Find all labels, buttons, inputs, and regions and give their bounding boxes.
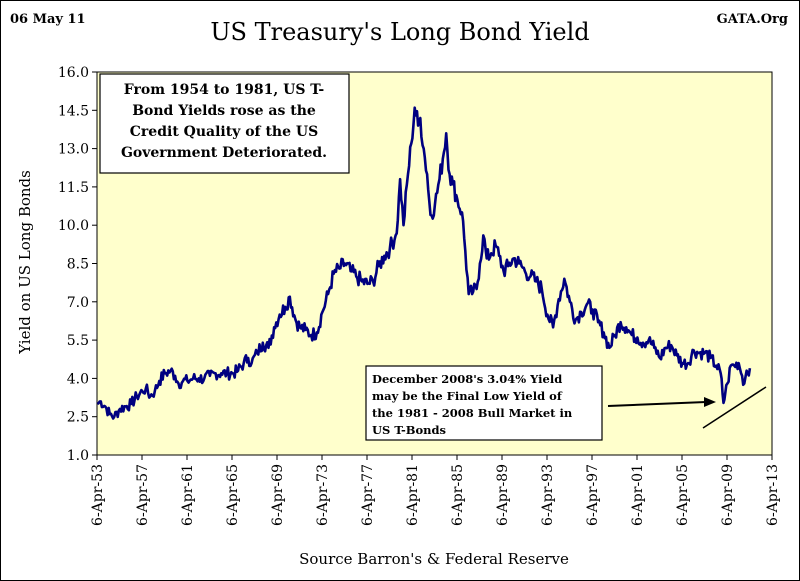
y-tick-label: 5.5 [67, 333, 89, 349]
brand-label: GATA.Org [717, 12, 788, 27]
x-tick-label: 6-Apr-53 [90, 464, 106, 526]
annotation-top-line-3: Credit Quality of the US [130, 124, 318, 140]
x-tick-label: 6-Apr-01 [630, 464, 646, 526]
x-tick-label: 6-Apr-61 [180, 464, 196, 526]
date-stamp: 06 May 11 [10, 12, 86, 27]
y-tick-label: 2.5 [67, 410, 89, 426]
x-tick-label: 6-Apr-73 [315, 464, 331, 526]
x-tick-label: 6-Apr-97 [585, 464, 601, 526]
x-tick-label: 6-Apr-69 [270, 464, 286, 526]
x-tick-label: 6-Apr-81 [405, 464, 421, 526]
x-tick-label: 6-Apr-93 [540, 464, 556, 526]
annotation-callout-top: From 1954 to 1981, US T- Bond Yields ros… [99, 73, 350, 174]
annotation-bottom-line-4: US T-Bonds [372, 423, 446, 437]
y-tick-label: 4.0 [67, 371, 89, 387]
y-tick-label: 10.0 [58, 218, 89, 234]
annotation-bottom-line-1: December 2008's 3.04% Yield [372, 372, 562, 386]
annotation-arrow-head [704, 397, 716, 407]
annotation-bottom-line-3: the 1981 - 2008 Bull Market in [372, 406, 573, 420]
y-tick-label: 7.0 [67, 295, 89, 311]
yield-series-line [96, 106, 752, 420]
support-trend-line [702, 386, 767, 429]
y-tick-label: 14.5 [58, 103, 89, 119]
x-tick-label: 6-Apr-65 [225, 464, 241, 526]
annotation-top-line-1: From 1954 to 1981, US T- [124, 82, 325, 98]
annotation-arrow [607, 401, 707, 407]
y-tick-label: 16.0 [58, 65, 89, 81]
annotation-box-bottom [365, 365, 603, 441]
x-tick-label: 6-Apr-85 [450, 464, 466, 526]
annotation-bottom-line-2: may be the Final Low Yield of [372, 389, 563, 403]
y-tick-label: 13.0 [58, 142, 89, 158]
annotation-top-line-4: Government Deteriorated. [121, 145, 327, 161]
x-tick-label: 6-Apr-05 [675, 464, 691, 526]
x-tick-label: 6-Apr-89 [495, 464, 511, 526]
chart-title: US Treasury's Long Bond Yield [210, 18, 589, 46]
y-axis-label: Yield on US Long Bonds [16, 170, 34, 355]
y-tick-label: 8.5 [67, 257, 89, 273]
x-tick-label: 6-Apr-77 [360, 464, 376, 526]
y-axis: 1.0 2.5 4.0 5.5 7.0 8.5 10.0 11.5 13.0 14.5 16.0 [58, 65, 97, 464]
y-tick-label: 11.5 [58, 180, 89, 196]
annotation-top-line-2: Bond Yields rose as the [132, 103, 316, 119]
x-tick-label: 6-Apr-13 [765, 464, 781, 526]
x-axis: 6-Apr-53 6-Apr-57 6-Apr-61 6-Apr-65 6-Apr-69… [90, 455, 781, 526]
y-tick-label: 1.0 [67, 448, 89, 464]
x-tick-label: 6-Apr-09 [720, 464, 736, 526]
annotation-callout-bottom: December 2008's 3.04% Yield may be the F… [365, 365, 603, 441]
annotation-box-top [99, 73, 350, 174]
x-tick-label: 6-Apr-57 [135, 464, 151, 526]
x-axis-label: Source Barron's & Federal Reserve [299, 550, 569, 568]
